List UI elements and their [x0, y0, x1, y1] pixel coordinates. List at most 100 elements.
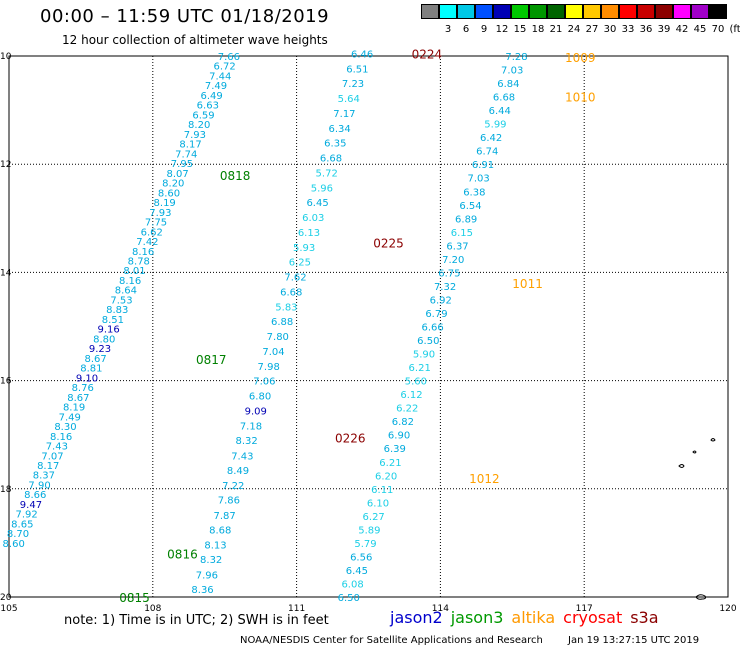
wave-height-reading: 6.35	[324, 139, 346, 150]
wave-height-reading: 6.63	[197, 101, 219, 112]
wave-height-reading: 8.60	[3, 539, 25, 550]
scale-label: 30	[603, 24, 617, 35]
wave-height-reading: 6.49	[201, 91, 223, 102]
wave-height-reading: 8.36	[191, 585, 213, 596]
wave-height-reading: 7.93	[149, 208, 171, 219]
scale-swatch	[547, 4, 565, 19]
longitude-tick-label: 105	[0, 604, 17, 614]
wave-height-reading: 7.23	[342, 79, 364, 90]
scale-swatch	[565, 4, 583, 19]
scale-swatch	[655, 4, 673, 19]
scale-swatch	[529, 4, 547, 19]
satellite-name-altika: altika	[511, 608, 556, 627]
pass-time-label: 0224	[412, 47, 443, 61]
wave-height-reading: 7.49	[59, 412, 81, 423]
wave-height-reading: 8.67	[85, 354, 107, 365]
islands	[678, 438, 716, 600]
wave-height-reading: 8.13	[204, 541, 226, 552]
wave-height-reading: 8.65	[11, 519, 33, 530]
wave-height-reading: 6.20	[375, 471, 397, 482]
track-altika-1: 7.28 7.03 6.84 6.68 6.44 5.99 6.42 6.74 6.91 7.03…	[338, 51, 596, 604]
scale-label: 3	[444, 24, 452, 35]
wave-height-reading: 8.19	[154, 198, 176, 209]
wave-height-reading: 7.95	[171, 159, 193, 170]
wave-height-reading: 8.19	[63, 403, 85, 414]
satellite-name-jason2: jason2	[390, 608, 443, 627]
wave-height-reading: 5.72	[316, 168, 338, 179]
scale-unit: (ft)	[729, 24, 740, 35]
track-jason3: 7.666.727.447.496.496.636.598.207.938.17…	[3, 52, 251, 605]
latitude-tick-label: 12	[0, 160, 11, 170]
pass-time-label: 0817	[196, 353, 227, 367]
wave-height-reading: 9.10	[76, 373, 98, 384]
track-cryosat-2: 6.46 6.51 7.23 5.64 7.17 6.34 6.35 6.68 5.72 5.96…	[191, 47, 442, 596]
island-shape	[710, 438, 716, 442]
wave-height-reading: 6.08	[341, 579, 363, 590]
wave-height-reading: 7.42	[136, 237, 158, 248]
pass-time-label: 1012	[469, 472, 500, 486]
wave-height-reading: 6.22	[396, 404, 418, 415]
wave-height-reading: 6.91	[472, 160, 494, 171]
satellite-name-s3a: s3a	[630, 608, 659, 627]
wave-height-reading: 5.99	[484, 120, 506, 131]
wave-height-reading: 7.98	[258, 362, 280, 373]
wave-height-reading: 8.07	[166, 169, 188, 180]
wave-height-reading: 8.37	[33, 471, 55, 482]
wave-height-reading: 6.84	[497, 79, 519, 90]
scale-swatch	[421, 4, 439, 19]
wave-height-reading: 8.70	[7, 529, 29, 540]
scale-label: 33	[621, 24, 635, 35]
wave-height-reading: 6.82	[392, 417, 414, 428]
satellite-legend: jason2 jason3 altika cryosat s3a	[390, 608, 667, 627]
pass-time-label: 0816	[167, 548, 198, 562]
wave-height-reading: 6.44	[489, 106, 511, 117]
wave-height-reading: 8.78	[128, 256, 150, 267]
scale-swatch	[439, 4, 457, 19]
wave-height-reading: 6.03	[302, 213, 324, 224]
wave-height-reading: 8.66	[24, 490, 46, 501]
scale-swatch	[583, 4, 601, 19]
island-shape	[678, 464, 685, 468]
wave-height-reading: 6.59	[192, 110, 214, 121]
wave-height-reading: 7.04	[262, 347, 284, 358]
wave-height-reading: 6.56	[350, 552, 372, 563]
footer-note: note: 1) Time is in UTC; 2) SWH is in fe…	[64, 613, 329, 628]
pass-time-label: 0818	[220, 169, 251, 183]
longitude-tick-label: 108	[144, 604, 161, 614]
island-shape	[692, 450, 697, 454]
wave-height-reading: 9.23	[89, 344, 111, 355]
latitude-tick-label: 20	[0, 593, 12, 603]
wave-height-reading: 7.43	[231, 451, 253, 462]
pass-time-label: 0226	[335, 431, 366, 445]
wave-height-reading: 8.17	[37, 461, 59, 472]
wave-height-reading: 9.47	[20, 500, 42, 511]
map-subtitle: 12 hour collection of altimeter wave hei…	[62, 33, 328, 47]
scale-label: 12	[495, 24, 509, 35]
wave-height-reading: 8.64	[115, 286, 137, 297]
wave-height-reading: 8.83	[106, 305, 128, 316]
wave-height-reading: 7.28	[505, 52, 527, 63]
wave-height-reading: 7.49	[205, 81, 227, 92]
wave-height-reading: 9.16	[97, 325, 119, 336]
wave-height-reading: 6.45	[306, 198, 328, 209]
wave-height-reading: 6.51	[346, 64, 368, 75]
wave-height-reading: 7.90	[28, 480, 50, 491]
credit-text: NOAA/NESDIS Center for Satellite Applica…	[240, 635, 543, 646]
wave-height-reading: 6.62	[141, 227, 163, 238]
wave-height-reading: 6.75	[438, 268, 460, 279]
latitude-tick-label: 18	[0, 485, 12, 495]
wave-height-reading: 8.01	[123, 266, 145, 277]
wave-height-reading: 7.18	[240, 422, 262, 433]
pass-time-label: 0225	[373, 237, 404, 251]
wave-height-reading: 8.60	[158, 188, 180, 199]
wave-height-reading: 6.15	[451, 228, 473, 239]
wave-height-reading: 8.20	[162, 179, 184, 190]
wave-height-reading: 8.17	[179, 140, 201, 151]
wave-height-reading: 7.32	[434, 282, 456, 293]
wave-height-reading: 7.62	[284, 273, 306, 284]
map-border	[8, 55, 729, 598]
credit-line: NOAA/NESDIS Center for Satellite Applica…	[240, 635, 721, 646]
wave-height-reading: 6.68	[320, 154, 342, 165]
